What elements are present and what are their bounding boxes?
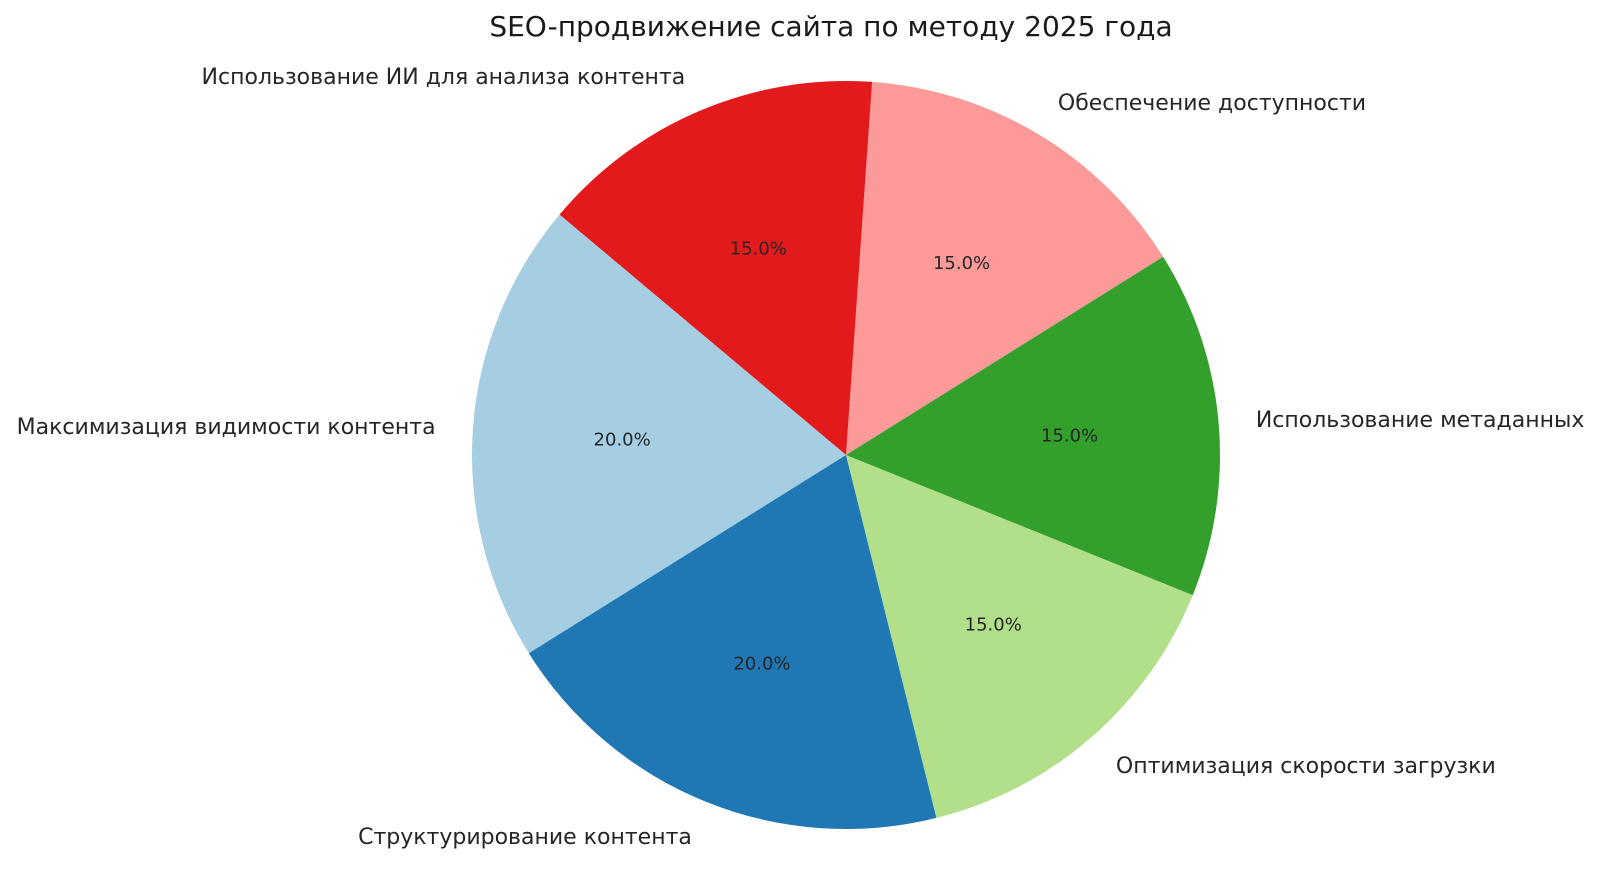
pie-slice xyxy=(846,455,1193,818)
chart-title: SEO-продвижение сайта по методу 2025 год… xyxy=(489,10,1172,43)
pie-slice xyxy=(846,256,1220,596)
pie-slice-label: Использование ИИ для анализа контента xyxy=(202,65,686,90)
pie-slice-label: Максимизация видимости контента xyxy=(17,415,436,440)
pie-slice-percent-label: 15.0% xyxy=(1041,426,1098,447)
pie-slice-label: Оптимизация скорости загрузки xyxy=(1116,754,1496,779)
pie-slice-label: Структурирование контента xyxy=(358,825,692,850)
pie-slice-label: Обеспечение доступности xyxy=(1058,91,1366,116)
pie-slice-percent-label: 15.0% xyxy=(933,253,990,274)
pie-slice-percent-label: 20.0% xyxy=(594,430,651,451)
pie-slice-percent-label: 15.0% xyxy=(965,615,1022,636)
pie-slice-label: Использование метаданных xyxy=(1256,408,1585,433)
pie-slices-group xyxy=(471,81,1220,829)
pie-labels-group: 15.0% Обеспечение доступности 15.0% Использ… xyxy=(17,65,1585,850)
pie-slice xyxy=(559,81,873,455)
pie-slice xyxy=(846,81,1164,456)
pie-slice xyxy=(528,455,937,829)
pie-slice xyxy=(471,214,846,654)
pie-slice-percent-label: 15.0% xyxy=(730,239,787,260)
pie-slice-percent-label: 20.0% xyxy=(733,653,790,674)
